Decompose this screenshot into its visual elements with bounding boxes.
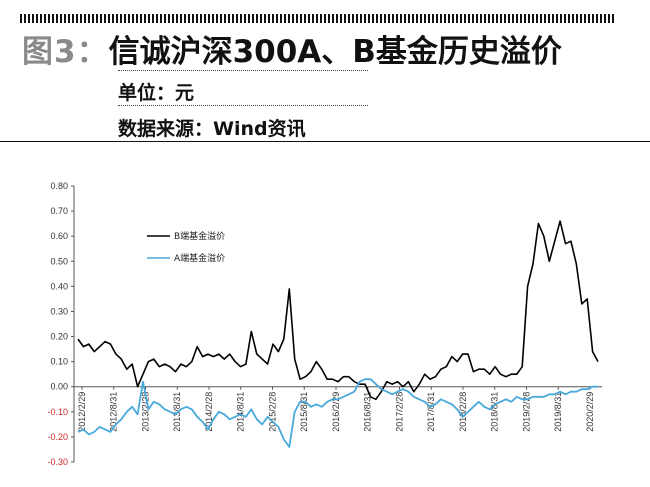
x-tick-label: 2017/2/28 (395, 392, 405, 432)
figure-label: 图3： (22, 34, 109, 70)
x-tick-label: 2013/2/28 (141, 392, 151, 432)
figure-title-row: 图3：信诚沪深300A、B基金历史溢价 (22, 26, 562, 71)
header-rule (0, 141, 650, 142)
x-tick-label: 2015/2/28 (268, 392, 278, 432)
y-tick-label: 0.50 (50, 256, 68, 266)
x-tick-label: 2018/2/28 (458, 392, 468, 432)
series-line-a (77, 378, 598, 448)
y-tick-label: -0.10 (47, 407, 68, 417)
y-tick-label: 0.40 (50, 281, 68, 291)
meta-divider (118, 105, 368, 106)
x-tick-label: 2012/8/31 (109, 392, 119, 432)
y-tick-label: -0.30 (47, 457, 68, 467)
y-tick-label: 0.00 (50, 382, 68, 392)
y-tick-label: 0.30 (50, 306, 68, 316)
x-tick-label: 2018/8/31 (490, 392, 500, 432)
x-tick-label: 2016/2/29 (331, 392, 341, 432)
x-tick-label: 2020/2/29 (585, 392, 595, 432)
series-line-b (77, 220, 599, 401)
x-tick-label: 2014/8/31 (236, 392, 246, 432)
source-label: 数据来源：Wind资讯 (118, 118, 306, 140)
y-tick-label: 0.80 (50, 181, 68, 191)
premium-line-chart: 0.80 0.70 0.60 0.50 0.40 0.30 0.20 0.10 0.00 -0.1… (47, 181, 602, 467)
x-tick-label: 2012/2/29 (77, 392, 87, 432)
title-underline (118, 70, 368, 71)
y-tick-label: 0.20 (50, 332, 68, 342)
x-tick-label: 2014/2/28 (204, 392, 214, 432)
y-tick-label: 0.60 (50, 231, 68, 241)
legend-label-a: A端基金溢价 (174, 252, 225, 264)
y-tick-label: 0.10 (50, 357, 68, 367)
x-tick-label: 2019/8/31 (553, 392, 563, 432)
x-tick-label: 2015/8/31 (299, 392, 309, 432)
y-tick-label: -0.20 (47, 432, 68, 442)
x-tick-label: 2019/2/28 (522, 392, 532, 432)
y-tick-label: 0.70 (50, 206, 68, 216)
unit-label: 单位：元 (118, 82, 195, 104)
x-tick-label: 2017/8/31 (426, 392, 436, 432)
x-tick-label: 2016/8/31 (363, 392, 373, 432)
decorative-dash-bar (20, 14, 616, 23)
legend-label-b: B端基金溢价 (174, 230, 225, 242)
figure-title: 信诚沪深300A、B基金历史溢价 (108, 34, 562, 70)
